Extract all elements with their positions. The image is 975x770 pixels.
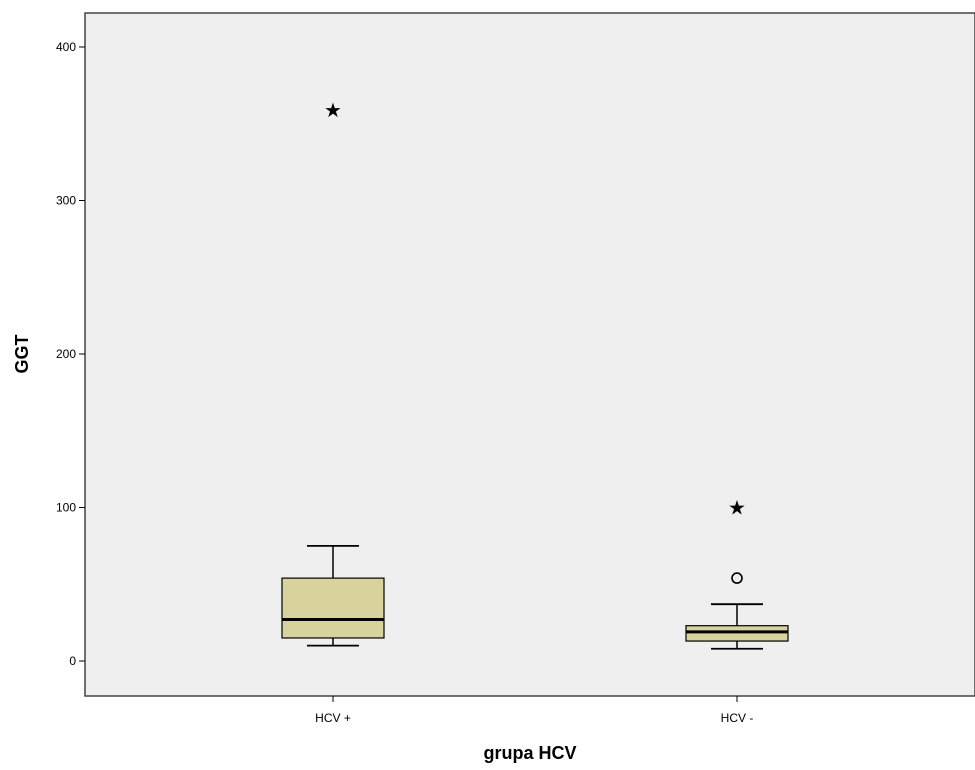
outlier-point (731, 572, 743, 584)
y-tick-label-300: 300 (56, 194, 76, 208)
box-plots: ★★ (281, 98, 789, 650)
y-axis-title: GGT (12, 334, 32, 373)
y-axis: 0 100 200 300 400 (56, 40, 85, 668)
y-tick-label-100: 100 (56, 501, 76, 515)
x-tick-label-0: HCV + (315, 711, 351, 725)
y-tick-label-0: 0 (69, 654, 76, 668)
box-group-0: ★ (281, 98, 385, 647)
plot-area (84, 12, 975, 697)
x-tick-label-1: HCV - (721, 711, 754, 725)
box-group-1: ★ (685, 496, 789, 650)
y-tick-label-400: 400 (56, 40, 76, 54)
extreme-point: ★ (728, 496, 746, 520)
x-axis: HCV + HCV - (315, 696, 753, 725)
box-iqr (281, 577, 385, 639)
x-axis-title: grupa HCV (483, 743, 576, 763)
box-iqr (685, 625, 789, 642)
y-tick-label-200: 200 (56, 347, 76, 361)
extreme-point: ★ (324, 98, 342, 122)
